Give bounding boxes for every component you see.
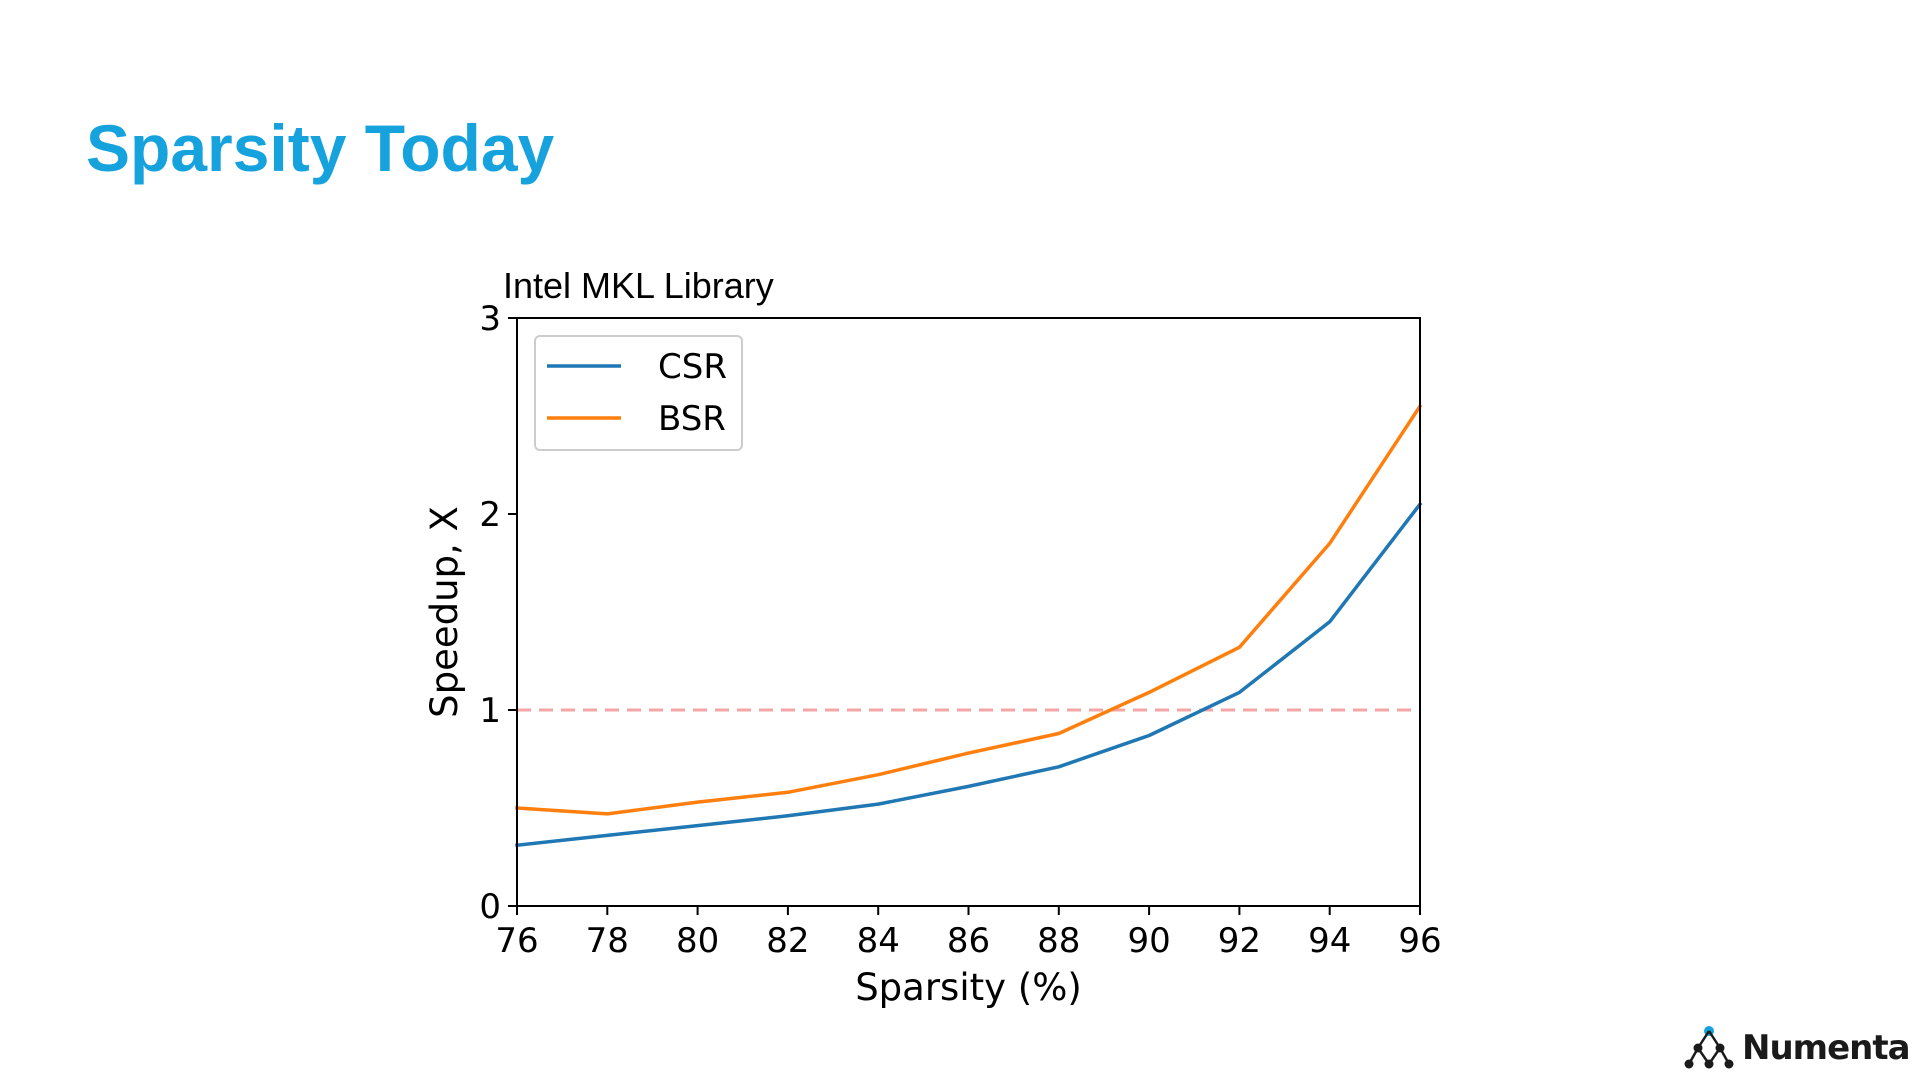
y-tick-label: 0 [479, 887, 501, 927]
logo-text: Numenta [1742, 1028, 1911, 1068]
x-tick-label: 86 [947, 921, 990, 961]
x-tick-label: 78 [586, 921, 629, 961]
x-tick-label: 90 [1127, 921, 1170, 961]
y-tick-label: 2 [479, 495, 501, 535]
x-tick-label: 82 [766, 921, 809, 961]
legend-label-csr: CSR [658, 347, 727, 387]
x-tick-label: 88 [1037, 921, 1080, 961]
x-axis-label: Sparsity (%) [855, 966, 1082, 1009]
x-tick-label: 96 [1398, 921, 1441, 961]
x-tick-label: 84 [857, 921, 900, 961]
x-tick-label: 76 [495, 921, 538, 961]
numenta-logo-icon [1684, 1026, 1734, 1069]
y-tick-label: 1 [479, 691, 501, 731]
legend-label-bsr: BSR [658, 399, 726, 439]
x-tick-label: 94 [1308, 921, 1351, 961]
x-tick-label: 80 [676, 921, 719, 961]
series-line-csr [515, 501, 1423, 848]
series-line-bsr [515, 403, 1423, 816]
chart-title: Intel MKL Library [503, 265, 774, 306]
y-tick-label: 3 [479, 299, 501, 339]
numenta-logo: Numenta [1684, 1024, 1911, 1072]
x-tick-label: 92 [1218, 921, 1261, 961]
slide-title: Sparsity Today [86, 111, 555, 185]
y-axis-label: Speedup, X [423, 506, 466, 718]
